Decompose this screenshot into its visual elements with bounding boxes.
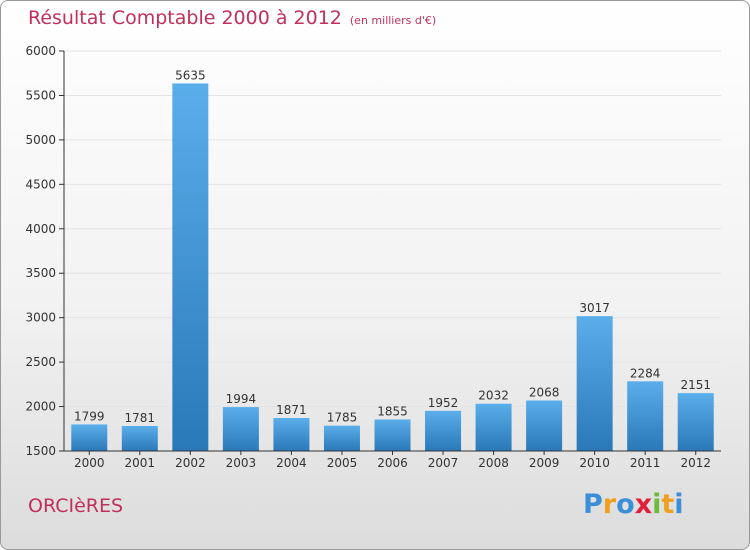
x-tick-label-2004: 2004 <box>276 456 307 470</box>
title-text: Résultat Comptable 2000 à 2012 <box>28 7 342 29</box>
bar-2012 <box>677 393 714 451</box>
x-tick-labels: 2000 2001 2002 2003 2004 2005 2006 2007 2008 2009… <box>74 456 711 470</box>
logo-letter: r <box>602 489 617 520</box>
y-tick-label: 6000 <box>25 44 56 58</box>
axes <box>59 50 721 455</box>
x-tick-label-2001: 2001 <box>125 456 156 470</box>
value-label-2001: 1781 <box>125 411 156 425</box>
y-tick-label: 1500 <box>25 444 56 458</box>
x-tick-label-2006: 2006 <box>377 456 408 470</box>
x-tick-label-2012: 2012 <box>680 456 711 470</box>
bar-2005 <box>323 425 360 451</box>
y-tick-label: 3500 <box>25 266 56 280</box>
value-label-2008: 2032 <box>478 389 509 403</box>
x-tick-label-2003: 2003 <box>226 456 257 470</box>
proxiti-logo: Proxiti <box>583 489 684 520</box>
y-tick-label: 5500 <box>25 88 56 102</box>
bar-2009 <box>526 400 563 451</box>
value-labels: 1799 1781 5635 1994 1871 1785 1855 1952 2032 2068… <box>74 68 711 425</box>
logo-letter: i <box>652 489 662 520</box>
y-tick-label: 2000 <box>25 400 56 414</box>
bars <box>71 83 714 451</box>
x-tick-label-2002: 2002 <box>175 456 206 470</box>
bar-2007 <box>425 410 462 451</box>
bar-2001 <box>121 426 158 451</box>
bar-2008 <box>475 403 512 451</box>
bar-2006 <box>374 419 411 451</box>
bar-2000 <box>71 424 108 451</box>
bar-2010 <box>576 316 613 451</box>
x-tick-label-2000: 2000 <box>74 456 105 470</box>
commune-name: ORCIèRES <box>28 495 124 517</box>
value-label-2000: 1799 <box>74 409 105 423</box>
y-tick-label: 4500 <box>25 177 56 191</box>
x-tick-label-2005: 2005 <box>327 456 358 470</box>
logo-letter: o <box>616 489 635 520</box>
bar-2003 <box>222 407 259 451</box>
logo-letter: t <box>661 489 675 520</box>
y-tick-labels: 1500 2000 2500 3000 3500 4000 4500 5000 5500 6000 <box>25 44 56 458</box>
y-tick-label: 3000 <box>25 311 56 325</box>
unit-note: (en milliers d'€) <box>349 14 437 27</box>
bar-2002 <box>172 83 209 451</box>
value-label-2006: 1855 <box>377 404 408 418</box>
x-tick-label-2010: 2010 <box>579 456 610 470</box>
value-label-2010: 3017 <box>579 301 610 315</box>
value-label-2002: 5635 <box>175 68 206 82</box>
value-label-2009: 2068 <box>529 386 560 400</box>
value-label-2003: 1994 <box>226 392 257 406</box>
y-tick-label: 2500 <box>25 355 56 369</box>
logo-letter: x <box>634 489 653 520</box>
x-tick-label-2011: 2011 <box>630 456 661 470</box>
chart-title: Résultat Comptable 2000 à 2012 (en millie… <box>28 7 436 29</box>
x-tick-label-2008: 2008 <box>478 456 509 470</box>
value-label-2011: 2284 <box>630 366 661 380</box>
logo-letter: i <box>674 489 684 520</box>
y-tick-label: 4000 <box>25 222 56 236</box>
bar-2004 <box>273 418 310 451</box>
value-label-2005: 1785 <box>327 411 358 425</box>
value-label-2004: 1871 <box>276 403 307 417</box>
x-tick-label-2007: 2007 <box>428 456 459 470</box>
grid-lines <box>64 50 721 452</box>
value-label-2012: 2151 <box>680 378 711 392</box>
value-label-2007: 1952 <box>428 396 459 410</box>
x-tick-label-2009: 2009 <box>529 456 560 470</box>
bar-2011 <box>627 381 664 451</box>
y-tick-label: 5000 <box>25 133 56 147</box>
logo-letter: P <box>583 489 603 520</box>
